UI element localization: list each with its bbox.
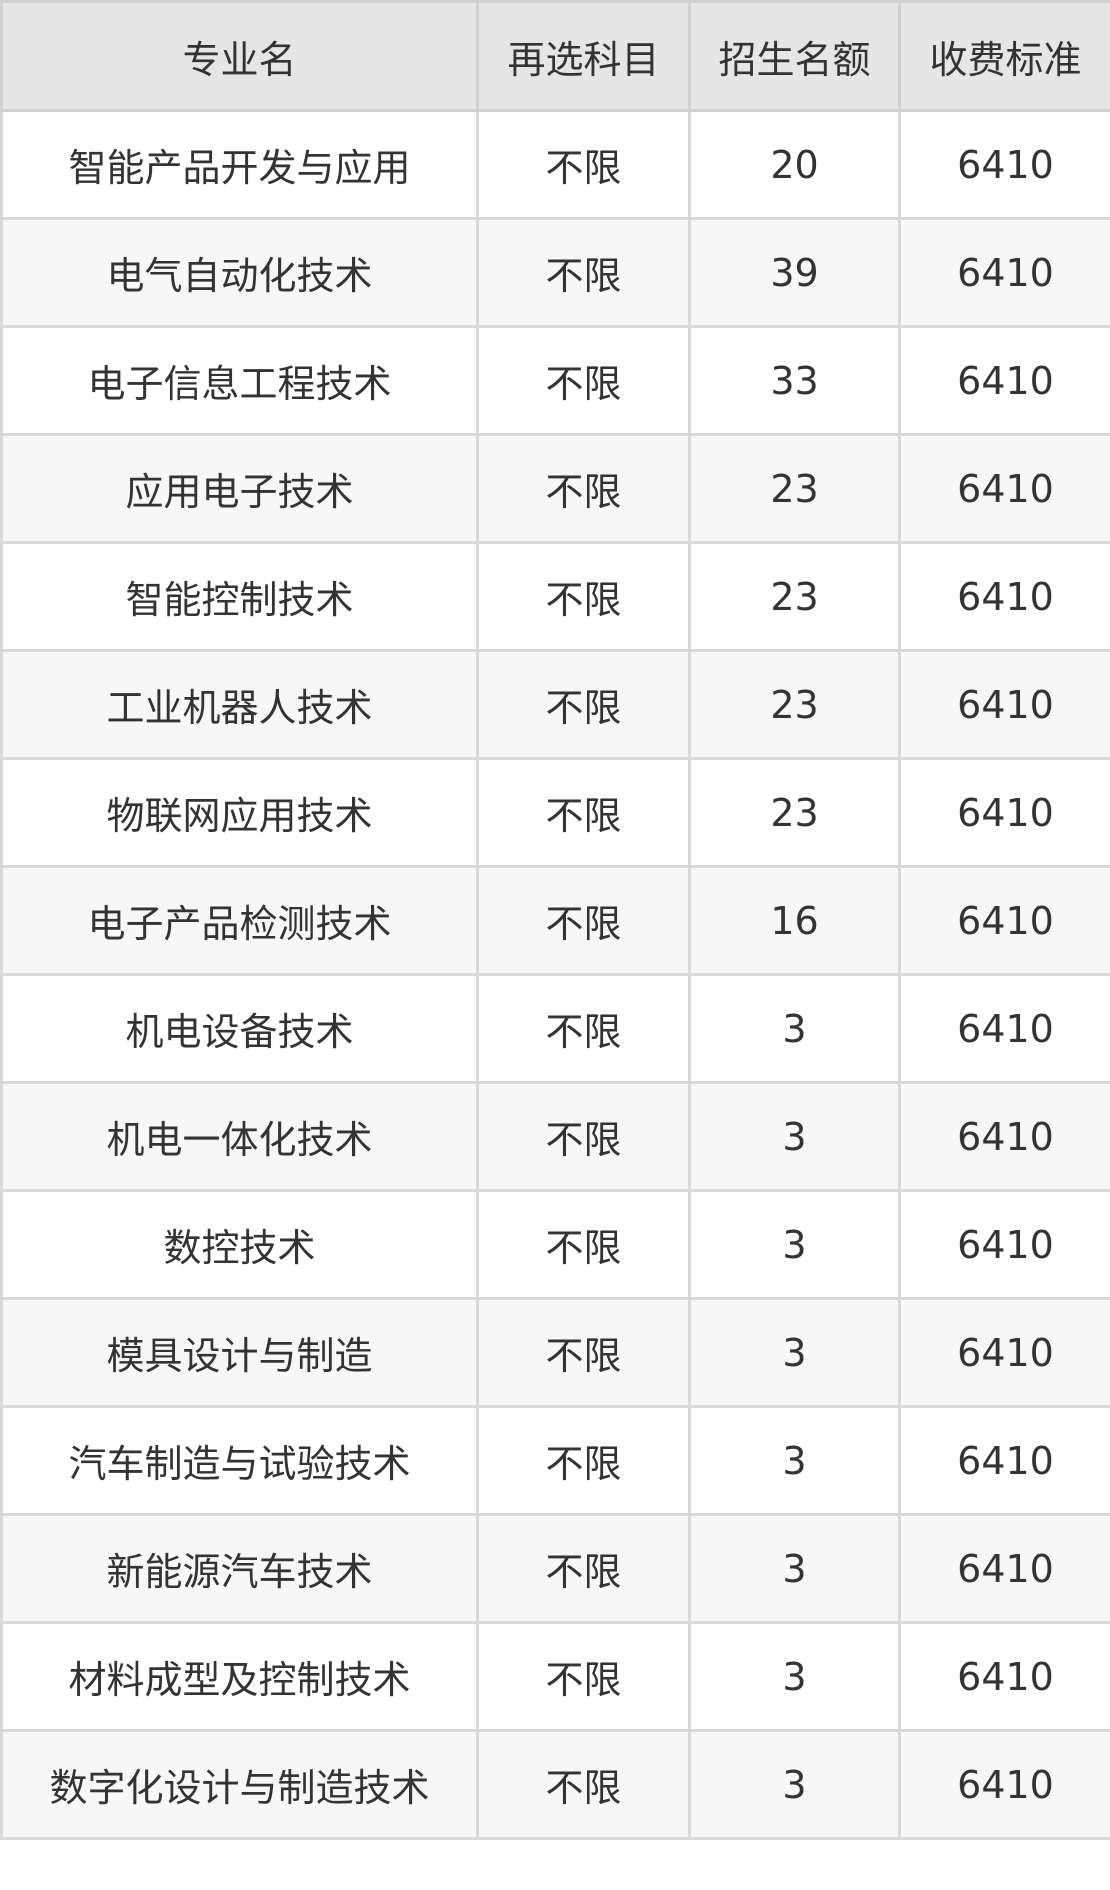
cell-subject: 不限 [476, 1189, 691, 1300]
table-row: 智能产品开发与应用 不限 20 6410 [0, 109, 1110, 220]
cell-quota: 3 [688, 1621, 901, 1732]
cell-fee: 6410 [898, 757, 1110, 868]
cell-quota: 3 [688, 1189, 901, 1300]
cell-subject: 不限 [476, 1621, 691, 1732]
table-row: 工业机器人技术 不限 23 6410 [0, 649, 1110, 760]
cell-quota: 20 [688, 109, 901, 220]
cell-fee: 6410 [898, 433, 1110, 544]
cell-quota: 39 [688, 217, 901, 328]
cell-subject: 不限 [476, 1513, 691, 1624]
table-row: 电气自动化技术 不限 39 6410 [0, 217, 1110, 328]
table-row: 汽车制造与试验技术 不限 3 6410 [0, 1405, 1110, 1516]
cell-subject: 不限 [476, 865, 691, 976]
cell-subject: 不限 [476, 1405, 691, 1516]
cell-subject: 不限 [476, 973, 691, 1084]
cell-major: 数控技术 [0, 1189, 479, 1300]
cell-major: 材料成型及控制技术 [0, 1621, 479, 1732]
cell-fee: 6410 [898, 1081, 1110, 1192]
cell-subject: 不限 [476, 541, 691, 652]
cell-subject: 不限 [476, 649, 691, 760]
cell-subject: 不限 [476, 1081, 691, 1192]
cell-fee: 6410 [898, 217, 1110, 328]
table-row: 机电设备技术 不限 3 6410 [0, 973, 1110, 1084]
table-row: 智能控制技术 不限 23 6410 [0, 541, 1110, 652]
cell-fee: 6410 [898, 1405, 1110, 1516]
cell-major: 工业机器人技术 [0, 649, 479, 760]
cell-major: 电气自动化技术 [0, 217, 479, 328]
cell-subject: 不限 [476, 1729, 691, 1840]
cell-major: 智能产品开发与应用 [0, 109, 479, 220]
cell-quota: 3 [688, 1081, 901, 1192]
cell-fee: 6410 [898, 865, 1110, 976]
cell-subject: 不限 [476, 1297, 691, 1408]
cell-subject: 不限 [476, 325, 691, 436]
cell-major: 应用电子技术 [0, 433, 479, 544]
cell-major: 电子信息工程技术 [0, 325, 479, 436]
cell-fee: 6410 [898, 541, 1110, 652]
cell-major: 模具设计与制造 [0, 1297, 479, 1408]
cell-subject: 不限 [476, 217, 691, 328]
cell-major: 机电一体化技术 [0, 1081, 479, 1192]
cell-fee: 6410 [898, 1729, 1110, 1840]
table-row: 材料成型及控制技术 不限 3 6410 [0, 1621, 1110, 1732]
cell-major: 新能源汽车技术 [0, 1513, 479, 1624]
table-row: 电子信息工程技术 不限 33 6410 [0, 325, 1110, 436]
cell-major: 机电设备技术 [0, 973, 479, 1084]
cell-quota: 3 [688, 1297, 901, 1408]
cell-fee: 6410 [898, 1513, 1110, 1624]
header-quota: 招生名额 [688, 0, 901, 112]
cell-major: 数字化设计与制造技术 [0, 1729, 479, 1840]
header-subject: 再选科目 [476, 0, 691, 112]
table-row: 新能源汽车技术 不限 3 6410 [0, 1513, 1110, 1624]
cell-subject: 不限 [476, 109, 691, 220]
cell-fee: 6410 [898, 1621, 1110, 1732]
table-row: 数字化设计与制造技术 不限 3 6410 [0, 1729, 1110, 1840]
cell-quota: 16 [688, 865, 901, 976]
cell-quota: 23 [688, 433, 901, 544]
cell-quota: 23 [688, 757, 901, 868]
cell-fee: 6410 [898, 1189, 1110, 1300]
cell-quota: 3 [688, 1405, 901, 1516]
cell-quota: 23 [688, 649, 901, 760]
table-row: 机电一体化技术 不限 3 6410 [0, 1081, 1110, 1192]
table-row: 物联网应用技术 不限 23 6410 [0, 757, 1110, 868]
cell-fee: 6410 [898, 109, 1110, 220]
cell-quota: 3 [688, 1729, 901, 1840]
cell-major: 汽车制造与试验技术 [0, 1405, 479, 1516]
cell-quota: 33 [688, 325, 901, 436]
cell-fee: 6410 [898, 1297, 1110, 1408]
table-row: 电子产品检测技术 不限 16 6410 [0, 865, 1110, 976]
table-row: 模具设计与制造 不限 3 6410 [0, 1297, 1110, 1408]
table-row: 应用电子技术 不限 23 6410 [0, 433, 1110, 544]
cell-fee: 6410 [898, 649, 1110, 760]
cell-subject: 不限 [476, 433, 691, 544]
cell-major: 智能控制技术 [0, 541, 479, 652]
major-table: 专业名 再选科目 招生名额 收费标准 智能产品开发与应用 不限 20 6410 电气自动… [0, 0, 1110, 1840]
header-row: 专业名 再选科目 招生名额 收费标准 [0, 0, 1110, 112]
cell-quota: 23 [688, 541, 901, 652]
table-row: 数控技术 不限 3 6410 [0, 1189, 1110, 1300]
header-fee: 收费标准 [898, 0, 1110, 112]
cell-major: 电子产品检测技术 [0, 865, 479, 976]
cell-subject: 不限 [476, 757, 691, 868]
cell-major: 物联网应用技术 [0, 757, 479, 868]
cell-fee: 6410 [898, 973, 1110, 1084]
cell-quota: 3 [688, 1513, 901, 1624]
header-major: 专业名 [0, 0, 479, 112]
cell-quota: 3 [688, 973, 901, 1084]
cell-fee: 6410 [898, 325, 1110, 436]
